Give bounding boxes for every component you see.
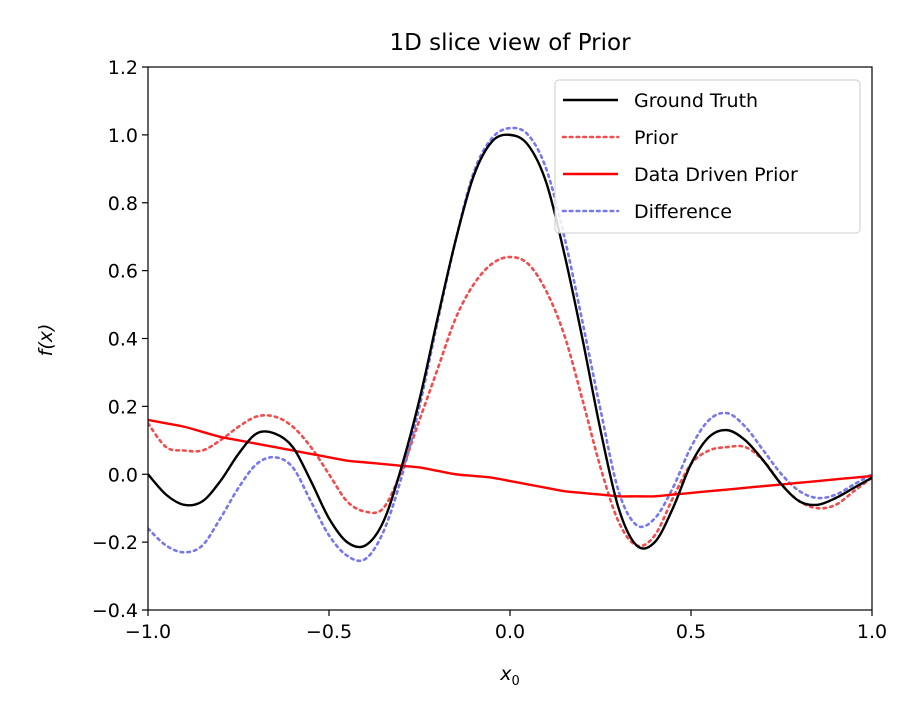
- series-line-difference: [148, 126, 872, 563]
- y-tick-label: 0.2: [108, 396, 138, 418]
- y-tick-label: −0.4: [92, 600, 138, 622]
- y-tick-label: 0.0: [108, 464, 138, 486]
- legend-label: Prior: [634, 127, 678, 149]
- series-line-ground-truth: [148, 133, 872, 550]
- legend-label: Ground Truth: [634, 90, 758, 112]
- y-tick-label: 1.0: [108, 125, 138, 147]
- x-axis-ticks: −1.0 −0.5 0.0 0.5 1.0: [125, 610, 887, 643]
- legend-label: Difference: [634, 201, 732, 223]
- y-tick-label: 0.6: [108, 261, 138, 283]
- x-tick-label: 0.0: [495, 621, 525, 643]
- y-tick-label: −0.2: [92, 532, 138, 554]
- series-layer: [148, 126, 872, 563]
- x-tick-label: −0.5: [306, 621, 352, 643]
- y-tick-label: 1.2: [108, 57, 138, 79]
- x-tick-label: 1.0: [857, 621, 887, 643]
- series-line-prior: [148, 255, 872, 548]
- x-tick-label: −1.0: [125, 621, 171, 643]
- y-tick-label: 0.4: [108, 329, 138, 351]
- chart-title: 1D slice view of Prior: [389, 30, 631, 56]
- legend-box: [554, 79, 861, 234]
- x-tick-label: 0.5: [676, 621, 706, 643]
- legend: Ground Truth Prior Data Driven Prior Differ…: [554, 79, 861, 234]
- x-axis-label: x0: [499, 663, 520, 689]
- series-line-data-driven-prior: [148, 418, 872, 498]
- legend-label: Data Driven Prior: [634, 164, 798, 186]
- y-axis-label: f(x): [35, 324, 57, 357]
- y-tick-label: 0.8: [108, 193, 138, 215]
- y-axis-ticks: −0.4 −0.2 0.0 0.2 0.4 0.6 0.8 1.0 1.2: [92, 57, 148, 622]
